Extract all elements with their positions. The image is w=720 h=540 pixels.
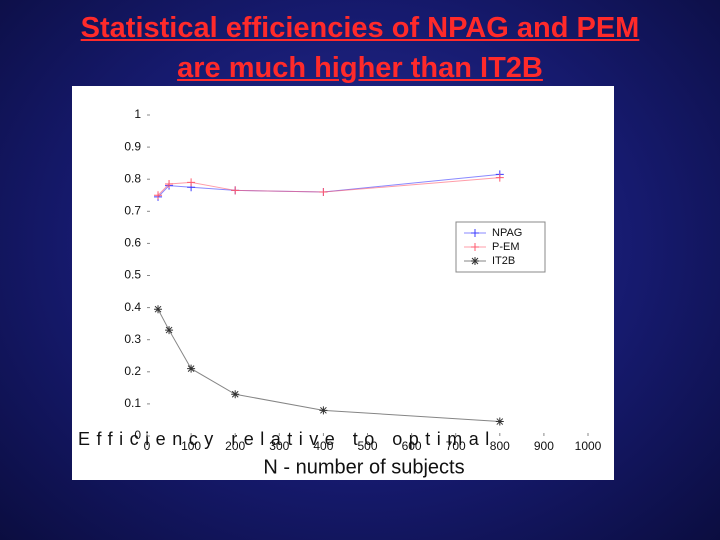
x-tick-label: 400 [313, 439, 333, 453]
x-tick-label: 800 [490, 439, 510, 453]
legend-marker [471, 257, 479, 265]
data-point [154, 191, 163, 200]
y-tick-label: 0.2 [124, 364, 141, 378]
x-tick-label: 600 [402, 439, 422, 453]
legend-label: IT2B [492, 255, 515, 267]
y-tick-label: 0.5 [124, 268, 141, 282]
x-tick-label: 900 [534, 439, 554, 453]
legend-marker [471, 243, 479, 251]
legend-marker [471, 229, 479, 237]
series-line [157, 173, 500, 198]
y-tick-label: 1 [134, 107, 141, 121]
y-tick-label: 0.8 [124, 171, 141, 185]
y-tick-label: 0.9 [124, 139, 141, 153]
data-point [187, 178, 196, 187]
data-point [231, 186, 240, 195]
data-point [165, 180, 174, 189]
y-tick-label: 0.7 [124, 203, 141, 217]
data-point [187, 364, 196, 373]
data-point [495, 417, 504, 426]
legend-label: NPAG [492, 227, 522, 239]
data-point [231, 390, 240, 399]
x-axis-label: N - number of subjects [263, 456, 464, 478]
chart-panel [72, 86, 614, 480]
data-point [319, 406, 328, 415]
y-tick-label: 0.3 [124, 332, 141, 346]
y-tick-label: 0.6 [124, 236, 141, 250]
slide-title: Statistical efficiencies of NPAG and PEM… [80, 12, 640, 84]
series-line [157, 308, 500, 423]
x-tick-label: 1000 [575, 439, 602, 453]
y-tick-label: 0.4 [124, 300, 141, 314]
data-point [165, 326, 174, 335]
series-line [157, 177, 500, 196]
data-point [154, 305, 163, 314]
y-tick-label: 0 [134, 428, 141, 442]
y-tick-label: 0.1 [124, 396, 141, 410]
x-tick-label: 500 [357, 439, 377, 453]
data-point [495, 173, 504, 182]
x-tick-label: 700 [446, 439, 466, 453]
x-tick-label: 300 [269, 439, 289, 453]
legend-label: P-EM [492, 241, 520, 253]
x-tick-label: 200 [225, 439, 245, 453]
x-tick-label: 0 [144, 439, 151, 453]
y-axis-label: Efficiency relative to optimal [78, 429, 496, 449]
x-tick-label: 100 [181, 439, 201, 453]
data-point [319, 188, 328, 197]
